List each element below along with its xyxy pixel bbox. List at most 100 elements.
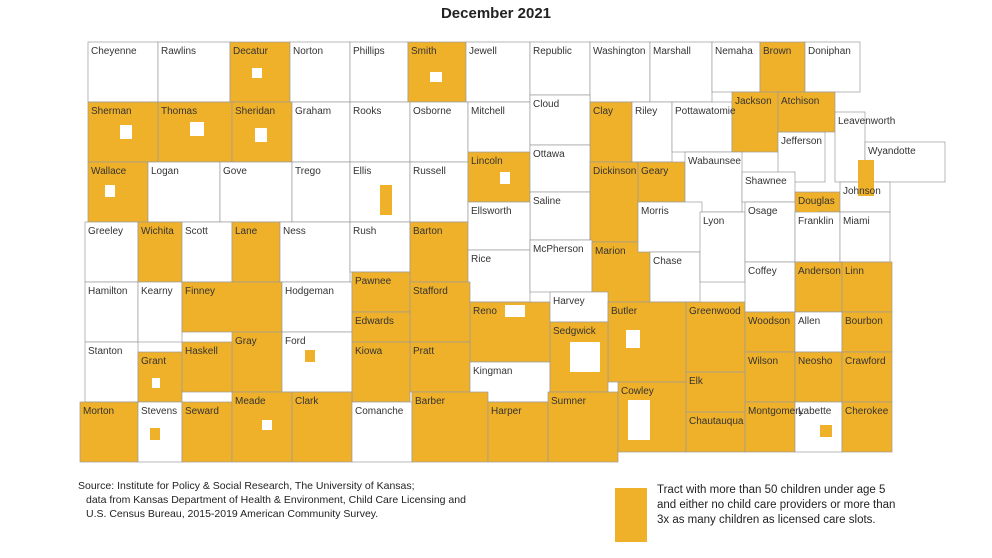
county-label: Decatur [233, 46, 269, 57]
county-label: Marion [595, 246, 626, 257]
county-ford [281, 331, 353, 393]
kansas-county-map: Cheyenne Rawlins Decatur Norton Phillips Smit… [79, 41, 946, 463]
county-pawnee [351, 271, 411, 313]
county-label: Rush [353, 226, 376, 237]
county-clay [589, 101, 633, 163]
county-ellsworth [467, 201, 531, 251]
county-label: Wichita [141, 226, 174, 237]
county-label: Brown [763, 46, 791, 57]
county-label: Reno [473, 306, 497, 317]
county-label: Wabaunsee [688, 156, 741, 167]
county-label: Lincoln [471, 156, 503, 167]
county-osborne [409, 101, 469, 163]
county-label: Greenwood [689, 306, 741, 317]
county-label: Cherokee [845, 406, 889, 417]
tract-patch [820, 425, 832, 437]
county-jewell [465, 41, 531, 103]
county-label: Ness [283, 226, 306, 237]
county-ness [279, 221, 351, 283]
county-stafford [409, 281, 471, 343]
county-label: Morris [641, 206, 669, 217]
county-label: McPherson [533, 244, 584, 255]
county-label: Barton [413, 226, 442, 237]
county-label: Kingman [473, 366, 512, 377]
tract-patch [262, 420, 272, 430]
county-seward [181, 401, 233, 463]
county-label: Butler [611, 306, 638, 317]
county-greenwood [685, 301, 746, 373]
county-comanche [351, 401, 413, 463]
tract-patch [560, 300, 580, 310]
county-label: Sumner [551, 396, 587, 407]
county-label: Gray [235, 336, 257, 347]
county-label: Nemaha [715, 46, 753, 57]
tract-patch [105, 185, 115, 197]
county-label: Jefferson [781, 136, 822, 147]
county-label: Wyandotte [868, 146, 916, 157]
county-pottawatomie [671, 101, 733, 153]
county-label: Seward [185, 406, 219, 417]
county-label: Stanton [88, 346, 122, 357]
county-label: Ottawa [533, 149, 565, 160]
county-label: Comanche [355, 406, 404, 417]
county-label: Meade [235, 396, 266, 407]
tract-patch [252, 68, 262, 78]
county-label: Coffey [748, 266, 777, 277]
county-label: Rice [471, 254, 491, 265]
county-label: Kearny [141, 286, 173, 297]
county-jackson [731, 91, 779, 153]
county-montgomery [744, 401, 796, 453]
county-wyandotte [864, 141, 946, 183]
tract-patch [190, 122, 204, 136]
county-label: Clark [295, 396, 319, 407]
county-label: Kiowa [355, 346, 383, 357]
county-logan [147, 161, 221, 223]
county-dickinson [589, 161, 639, 243]
county-label: Wilson [748, 356, 778, 367]
county-label: Elk [689, 376, 704, 387]
county-chase [649, 251, 701, 303]
county-label: Sherman [91, 106, 132, 117]
county-label: Ellsworth [471, 206, 512, 217]
county-label: Woodson [748, 316, 790, 327]
source-note: Source: Institute for Policy & Social Re… [78, 479, 548, 521]
county-label: Miami [843, 216, 870, 227]
county-label: Osage [748, 206, 778, 217]
county-lane [231, 221, 281, 283]
county-label: Greeley [88, 226, 123, 237]
county-ottawa [529, 144, 591, 193]
tract-patch [380, 185, 392, 215]
county-haskell [181, 341, 233, 393]
county-atchison [777, 91, 836, 133]
tract-patch [858, 160, 874, 196]
county-label: Franklin [798, 216, 834, 227]
county-label: Grant [141, 356, 166, 367]
map-title: December 2021 [440, 5, 552, 22]
county-rice [467, 249, 531, 303]
county-republic [529, 41, 591, 96]
county-label: Jackson [735, 96, 772, 107]
county-nemaha [711, 41, 761, 93]
county-gray [231, 331, 283, 393]
county-butler [607, 301, 687, 383]
county-label: Pawnee [355, 276, 392, 287]
county-label: Washington [593, 46, 645, 57]
source-line: U.S. Census Bureau, 2015-2019 American C… [86, 508, 379, 520]
tract-patch [626, 330, 640, 348]
county-label: Gove [223, 166, 247, 177]
county-label: Clay [593, 106, 613, 117]
county-label: Saline [533, 196, 561, 207]
source-line: data from Kansas Department of Health & … [86, 494, 466, 506]
county-label: Geary [641, 166, 668, 177]
county-sumner [547, 391, 619, 463]
tract-patch [150, 428, 160, 440]
county-label: Lane [235, 226, 258, 237]
county-scott [181, 221, 233, 283]
county-label: Allen [798, 316, 820, 327]
county-label: Lyon [703, 216, 724, 227]
county-phillips [349, 41, 409, 103]
county-morton [79, 401, 139, 463]
county-label: Neosho [798, 356, 833, 367]
county-label: Scott [185, 226, 208, 237]
county-label: Marshall [653, 46, 691, 57]
